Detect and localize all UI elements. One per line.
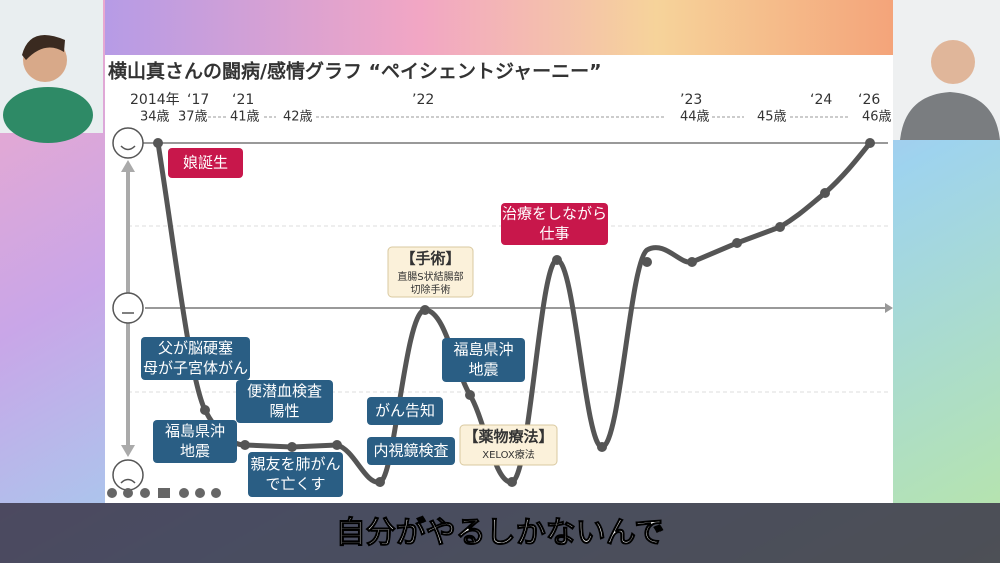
age-label: 34歳 (140, 110, 170, 125)
year-label: ‘17 (187, 92, 209, 108)
person-right-head (931, 40, 975, 84)
annotation-box (501, 203, 608, 245)
year-label: ’23 (680, 92, 702, 108)
annotation-text: XELOX療法 (482, 448, 534, 461)
annotation-box (168, 148, 243, 178)
annotation-text: 仕事 (539, 225, 569, 243)
annotation-box (387, 246, 474, 298)
subtitle: 自分がやるしかないんで (336, 516, 665, 551)
person-left-hair (22, 35, 65, 60)
annotation-box (236, 380, 333, 423)
annotation-text: 【手術】 (400, 250, 460, 268)
subtitle-bar (0, 503, 1000, 563)
annotation-box (367, 397, 443, 425)
annotation-text: 親友を肺がん (250, 455, 340, 473)
age-label: 37歳 (178, 110, 208, 125)
person-left (3, 87, 93, 143)
year-label: ‘26 (858, 92, 880, 108)
annotation-text: 娘誕生 (183, 154, 228, 172)
year-label: 2014年 (130, 92, 180, 108)
annotation-text: 母が子宮体がん (143, 359, 248, 377)
player-controls (107, 488, 221, 498)
curve-points (153, 138, 875, 487)
year-label: ‘24 (810, 92, 832, 108)
age-label: 44歳 (680, 110, 710, 125)
annotation-box (442, 338, 525, 382)
faces (112, 127, 144, 491)
annotation-text: 福島県沖 (165, 422, 225, 440)
age-label: 41歳 (230, 110, 260, 125)
annotations: 娘誕生父が脳硬塞母が子宮体がん福島県沖地震便潜血検査陽性親友を肺がんで亡くすがん… (141, 148, 608, 497)
age-label: 46歳 (862, 110, 892, 125)
age-label: 45歳 (757, 110, 787, 125)
annotation-text: 陽性 (269, 402, 299, 420)
annotation-box (153, 420, 237, 463)
slide-header (105, 0, 893, 55)
annotation-text: 父が脳硬塞 (158, 339, 233, 357)
slide-title: 横山真さんの闘病/感情グラフ “ペイシェントジャーニー” (108, 60, 602, 83)
annotation-box (367, 437, 455, 465)
annotation-text: 便潜血検査 (247, 382, 322, 400)
annotation-text: 【薬物療法】 (463, 428, 553, 446)
annotation-text: 福島県沖 (453, 341, 513, 359)
annotation-text: 地震 (180, 442, 210, 460)
annotation-text: 直腸S状結腸部 (397, 270, 463, 283)
age-label: 42歳 (283, 110, 313, 125)
year-row: 2014年 ‘17 ‘21 ’22 ’23 ‘24 ‘26 (130, 92, 880, 108)
annotation-text: 地震 (468, 361, 498, 379)
annotation-box (459, 424, 558, 466)
year-label: ‘21 (232, 92, 254, 108)
annotation-text: で亡くす (265, 475, 325, 493)
face-features (120, 145, 136, 484)
annotation-text: 切除手術 (411, 283, 451, 296)
annotation-text: 内視鏡検査 (373, 442, 448, 460)
arrow-head (885, 303, 893, 313)
annotation-box (141, 337, 250, 380)
year-label: ’22 (412, 92, 434, 108)
annotation-text: 治療をしながら (502, 205, 607, 223)
age-row: 34歳 37歳 41歳 42歳 44歳 45歳 46歳 (140, 110, 892, 125)
annotation-text: がん告知 (375, 402, 435, 420)
person-right (900, 92, 1000, 140)
annotation-box (248, 452, 343, 497)
